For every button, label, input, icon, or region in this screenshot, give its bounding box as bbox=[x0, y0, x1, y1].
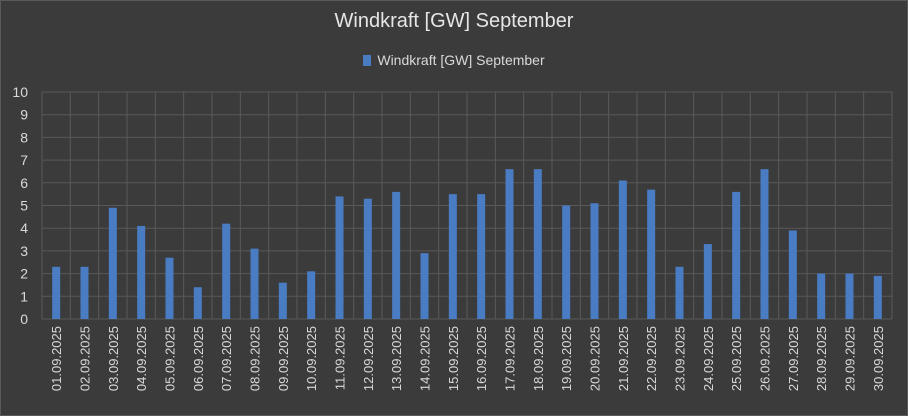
bar bbox=[760, 169, 769, 319]
x-tick-label: 08.09.2025 bbox=[248, 326, 263, 391]
y-tick-label: 10 bbox=[12, 84, 28, 100]
bar bbox=[873, 275, 882, 319]
x-tick-label: 23.09.2025 bbox=[673, 326, 688, 391]
x-tick-label: 25.09.2025 bbox=[729, 326, 744, 391]
legend-label: Windkraft [GW] September bbox=[377, 52, 545, 68]
x-tick-label: 28.09.2025 bbox=[814, 326, 829, 391]
bar bbox=[647, 189, 656, 319]
bar bbox=[137, 225, 146, 319]
x-tick-label: 22.09.2025 bbox=[644, 326, 659, 391]
x-tick-label: 20.09.2025 bbox=[588, 326, 603, 391]
bar bbox=[448, 194, 457, 319]
bar bbox=[278, 282, 287, 319]
bar bbox=[363, 198, 372, 319]
bar bbox=[533, 169, 542, 319]
x-tick-label: 19.09.2025 bbox=[559, 326, 574, 391]
y-tick-label: 6 bbox=[20, 175, 28, 191]
bar bbox=[335, 196, 344, 319]
y-tick-label: 2 bbox=[20, 266, 28, 282]
bar bbox=[845, 273, 854, 319]
x-tick-label: 12.09.2025 bbox=[361, 326, 376, 391]
y-tick-label: 3 bbox=[20, 243, 28, 259]
bar bbox=[80, 266, 89, 319]
y-tick-label: 5 bbox=[20, 198, 28, 214]
bar bbox=[675, 266, 684, 319]
y-tick-label: 1 bbox=[20, 288, 28, 304]
x-tick-label: 14.09.2025 bbox=[418, 326, 433, 391]
x-tick-label: 18.09.2025 bbox=[531, 326, 546, 391]
x-tick-label: 21.09.2025 bbox=[616, 326, 631, 391]
x-tick-label: 03.09.2025 bbox=[106, 326, 121, 391]
bar bbox=[732, 191, 741, 319]
bar bbox=[250, 248, 259, 319]
x-tick-label: 05.09.2025 bbox=[163, 326, 178, 391]
y-tick-label: 4 bbox=[20, 220, 28, 236]
x-tick-label: 10.09.2025 bbox=[304, 326, 319, 391]
y-tick-label: 9 bbox=[20, 107, 28, 123]
x-tick-label: 27.09.2025 bbox=[786, 326, 801, 391]
bar bbox=[193, 287, 202, 319]
x-tick-label: 26.09.2025 bbox=[758, 326, 773, 391]
x-tick-label: 06.09.2025 bbox=[191, 326, 206, 391]
x-tick-label: 02.09.2025 bbox=[78, 326, 93, 391]
bar bbox=[307, 271, 316, 319]
bar bbox=[52, 266, 61, 319]
bar bbox=[618, 180, 627, 319]
x-tick-label: 30.09.2025 bbox=[871, 326, 886, 391]
x-tick-label: 11.09.2025 bbox=[333, 326, 348, 390]
y-tick-label: 0 bbox=[20, 311, 28, 327]
x-tick-label: 09.09.2025 bbox=[276, 326, 291, 391]
x-tick-label: 24.09.2025 bbox=[701, 326, 716, 391]
bar bbox=[505, 169, 514, 319]
bar bbox=[392, 191, 401, 319]
x-tick-label: 04.09.2025 bbox=[134, 326, 149, 391]
legend: Windkraft [GW] September bbox=[0, 52, 908, 68]
x-tick-label: 15.09.2025 bbox=[446, 326, 461, 391]
bar bbox=[477, 194, 486, 319]
x-tick-label: 16.09.2025 bbox=[474, 326, 489, 391]
bar bbox=[703, 244, 712, 319]
bar bbox=[420, 253, 429, 319]
bar bbox=[562, 205, 571, 319]
x-tick-label: 01.09.2025 bbox=[49, 326, 64, 391]
bar bbox=[817, 273, 826, 319]
bar bbox=[590, 203, 599, 319]
x-tick-label: 13.09.2025 bbox=[389, 326, 404, 391]
bar bbox=[788, 230, 797, 319]
chart-title: Windkraft [GW] September bbox=[334, 10, 574, 32]
legend-swatch bbox=[363, 55, 372, 66]
y-tick-label: 7 bbox=[20, 152, 28, 168]
x-tick-label: 29.09.2025 bbox=[843, 326, 858, 391]
x-tick-label: 17.09.2025 bbox=[503, 326, 518, 391]
bar bbox=[165, 257, 174, 319]
y-tick-label: 8 bbox=[20, 129, 28, 145]
bar bbox=[222, 223, 231, 319]
x-tick-label: 07.09.2025 bbox=[219, 326, 234, 391]
bar bbox=[108, 207, 117, 319]
